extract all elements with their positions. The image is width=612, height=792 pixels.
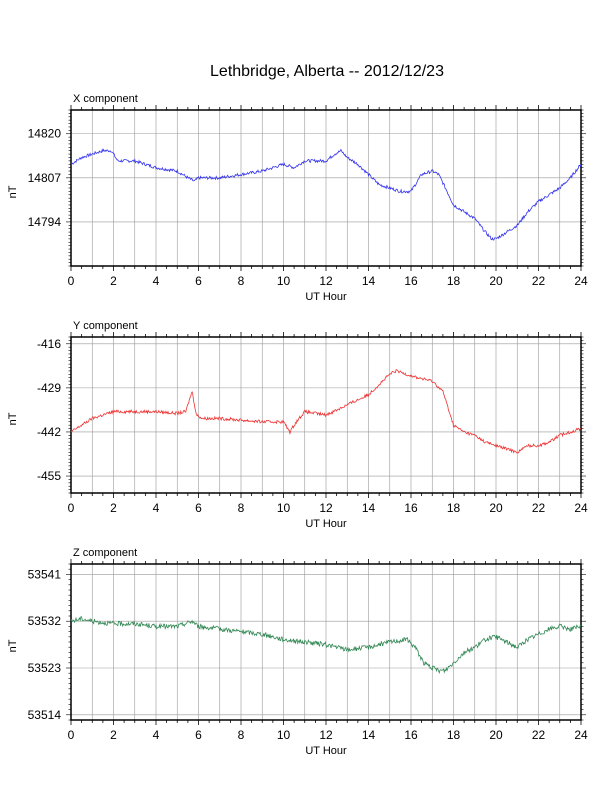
x-tick-label: 14 xyxy=(362,274,376,288)
x-axis-label: UT Hour xyxy=(305,291,347,303)
series-line xyxy=(70,368,582,454)
plot-frame xyxy=(70,109,582,267)
x-tick-label: 6 xyxy=(195,728,202,742)
x-tick-label: 6 xyxy=(195,274,202,288)
y-axis-label: nT xyxy=(7,412,19,425)
series-line xyxy=(70,616,582,675)
x-tick-label: 10 xyxy=(277,274,291,288)
series-line xyxy=(70,148,582,241)
x-tick-label: 16 xyxy=(404,274,418,288)
x-tick-label: 20 xyxy=(489,274,503,288)
y-tick-label: 53541 xyxy=(28,567,62,581)
x-tick-label: 4 xyxy=(153,501,160,515)
x-tick-label: 2 xyxy=(110,274,117,288)
y-tick-label: -455 xyxy=(37,469,61,483)
y-tick-label: 14820 xyxy=(28,127,62,141)
x-tick-label: 16 xyxy=(404,501,418,515)
y-tick-label: 53514 xyxy=(28,708,62,722)
y-tick-label: -416 xyxy=(37,337,61,351)
x-tick-label: 18 xyxy=(447,274,461,288)
plot-frame xyxy=(70,336,582,494)
x-tick-label: 10 xyxy=(277,728,291,742)
x-tick-label: 12 xyxy=(319,274,333,288)
y-axis-label: nT xyxy=(7,639,19,652)
x-tick-label: 2 xyxy=(110,501,117,515)
x-tick-label: 8 xyxy=(238,274,245,288)
y-tick-label: -442 xyxy=(37,425,61,439)
x-tick-label: 4 xyxy=(153,274,160,288)
x-tick-label: 12 xyxy=(319,728,333,742)
x-axis-label: UT Hour xyxy=(305,518,347,530)
panel-title: Z component xyxy=(73,547,137,559)
x-tick-label: 20 xyxy=(489,728,503,742)
x-tick-label: 8 xyxy=(238,501,245,515)
x-tick-label: 10 xyxy=(277,501,291,515)
x-tick-label: 12 xyxy=(319,501,333,515)
x-tick-label: 24 xyxy=(574,274,588,288)
x-axis-label: UT Hour xyxy=(305,745,347,757)
panel-title: Y component xyxy=(73,320,138,332)
y-tick-label: 53523 xyxy=(28,661,62,675)
x-tick-label: 22 xyxy=(532,274,546,288)
y-tick-label: 14807 xyxy=(28,171,62,185)
y-axis-label: nT xyxy=(7,185,19,198)
panel-title: X component xyxy=(73,93,138,105)
y-tick-label: 53532 xyxy=(28,614,62,628)
x-tick-label: 2 xyxy=(110,728,117,742)
x-tick-label: 0 xyxy=(68,728,75,742)
x-tick-label: 24 xyxy=(574,728,588,742)
x-tick-label: 4 xyxy=(153,728,160,742)
x-tick-label: 18 xyxy=(447,728,461,742)
plot-frame xyxy=(70,563,582,721)
x-tick-label: 14 xyxy=(362,501,376,515)
x-tick-label: 0 xyxy=(68,274,75,288)
x-tick-label: 14 xyxy=(362,728,376,742)
x-tick-label: 6 xyxy=(195,501,202,515)
page-title: Lethbridge, Alberta -- 2012/12/23 xyxy=(210,63,444,80)
x-tick-label: 16 xyxy=(404,728,418,742)
y-tick-label: -429 xyxy=(37,381,61,395)
x-tick-label: 8 xyxy=(238,728,245,742)
x-tick-label: 24 xyxy=(574,501,588,515)
x-tick-label: 0 xyxy=(68,501,75,515)
x-tick-label: 22 xyxy=(532,728,546,742)
y-tick-label: 14794 xyxy=(28,215,62,229)
x-tick-label: 18 xyxy=(447,501,461,515)
x-tick-label: 22 xyxy=(532,501,546,515)
x-tick-label: 20 xyxy=(489,501,503,515)
